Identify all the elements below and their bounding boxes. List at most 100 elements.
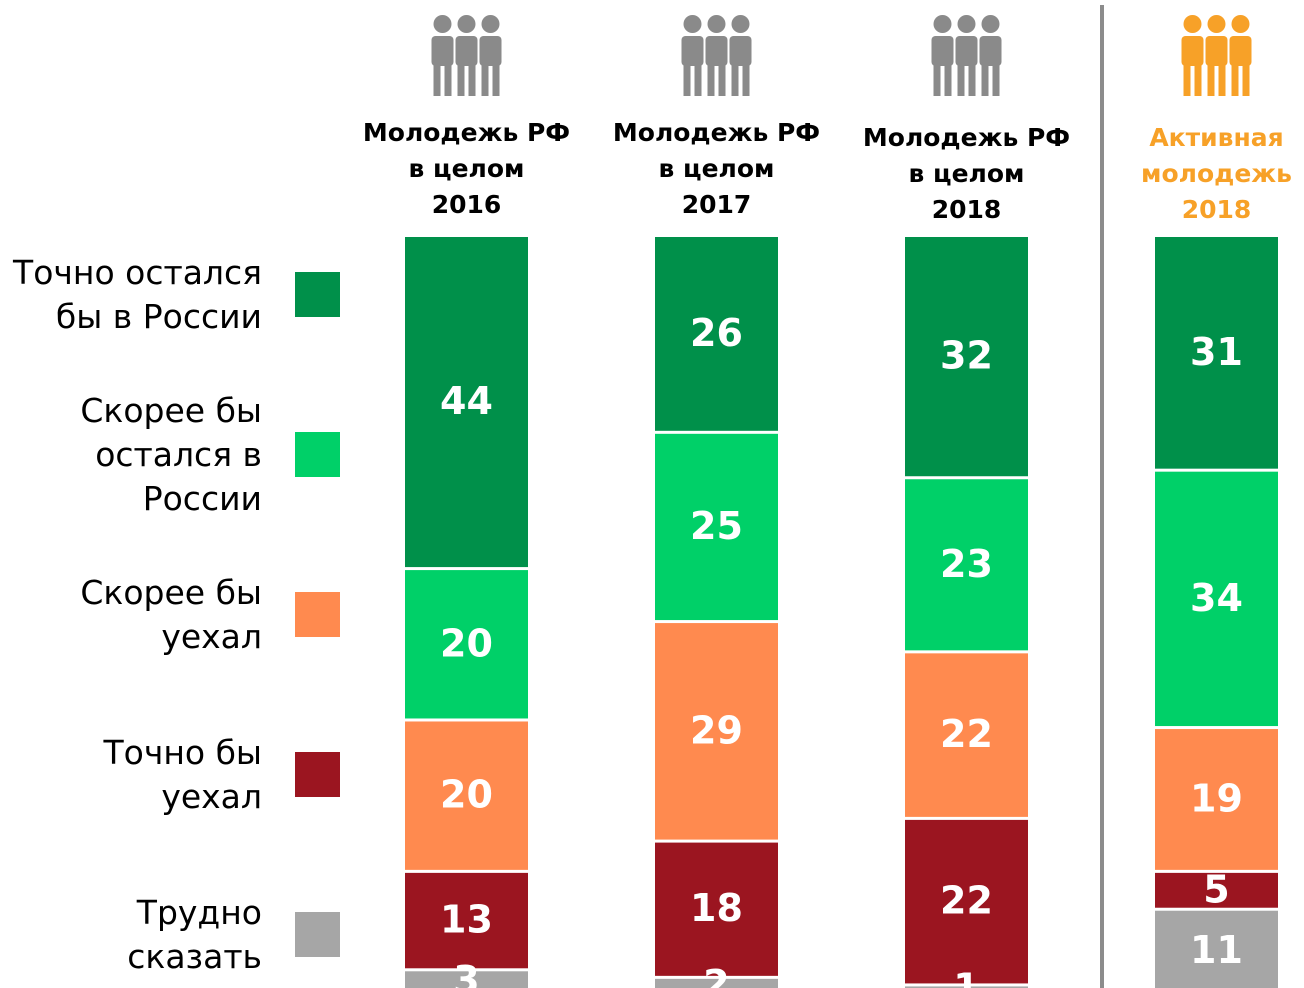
person-leg (981, 64, 989, 96)
value-label: 13 (440, 898, 493, 942)
legend-label: Точно бы уехал (103, 733, 262, 816)
person-leg (694, 64, 702, 96)
person-head (433, 15, 452, 33)
value-label: 22 (940, 879, 993, 923)
value-label: 20 (440, 773, 493, 817)
bar-segment (905, 237, 1028, 477)
person-leg (933, 64, 941, 96)
person-body (955, 36, 978, 66)
person-body (931, 36, 954, 66)
person-leg (742, 64, 750, 96)
person-head (933, 15, 952, 33)
person-leg (468, 64, 476, 96)
bar-segment (1155, 729, 1278, 870)
value-label: 20 (440, 621, 493, 665)
person-head (1207, 15, 1226, 33)
person-body (455, 36, 478, 66)
person-leg (481, 64, 489, 96)
value-label: 22 (940, 712, 993, 756)
person-leg (1207, 64, 1215, 96)
person-leg (707, 64, 715, 96)
person-head (1183, 15, 1202, 33)
bar-segment (655, 623, 778, 840)
person-leg (1183, 64, 1191, 96)
legend-label: Точно остался бы в России (13, 253, 262, 336)
person-leg (944, 64, 952, 96)
person-leg (433, 64, 441, 96)
people-icon (431, 15, 502, 96)
bar-segment (655, 842, 778, 976)
legend-label: Скорее бы остался в России (80, 391, 262, 518)
bar-segment (655, 433, 778, 621)
person-head (1231, 15, 1250, 33)
bar-segment (405, 872, 528, 969)
person-leg (731, 64, 739, 96)
legend-swatch (295, 592, 340, 637)
value-label: 5 (1203, 867, 1229, 911)
value-label: 19 (1190, 776, 1243, 820)
person-leg (992, 64, 1000, 96)
person-leg (957, 64, 965, 96)
person-body (1229, 36, 1252, 66)
bar-segment (905, 986, 1028, 988)
bar-segment (655, 978, 778, 988)
person-head (957, 15, 976, 33)
person-leg (718, 64, 726, 96)
bar-segment (405, 971, 528, 988)
value-label: 2 (703, 962, 729, 988)
person-leg (1218, 64, 1226, 96)
value-label: 31 (1190, 330, 1243, 374)
bar-segment (405, 570, 528, 719)
person-head (683, 15, 702, 33)
person-head (731, 15, 750, 33)
value-label: 11 (1190, 928, 1243, 972)
person-leg (492, 64, 500, 96)
value-label: 23 (940, 542, 993, 586)
person-leg (457, 64, 465, 96)
value-label: 1 (953, 966, 979, 988)
people-icon (681, 15, 752, 96)
legend-swatch (295, 272, 340, 317)
person-head (457, 15, 476, 33)
bar-segment (1155, 872, 1278, 908)
bar-segment (1155, 471, 1278, 727)
bar-segment (405, 721, 528, 870)
column-header: Молодежь РФ в целом 2017 (612, 118, 821, 219)
person-head (481, 15, 500, 33)
legend-swatch (295, 432, 340, 477)
value-label: 32 (940, 334, 993, 378)
person-body (431, 36, 454, 66)
value-label: 34 (1190, 576, 1243, 620)
person-body (979, 36, 1002, 66)
column-header: Молодежь РФ в целом 2018 (862, 123, 1071, 224)
bar-segment (905, 819, 1028, 984)
person-body (1181, 36, 1204, 66)
value-label: 44 (440, 379, 493, 423)
value-label: 26 (690, 311, 743, 355)
people-icon (931, 15, 1002, 96)
person-head (707, 15, 726, 33)
value-label: 18 (690, 886, 743, 930)
person-leg (1242, 64, 1250, 96)
value-label: 3 (453, 958, 479, 988)
person-leg (1194, 64, 1202, 96)
person-body (729, 36, 752, 66)
person-leg (1231, 64, 1239, 96)
legend-label: Трудно сказать (127, 893, 262, 976)
legend-swatch (295, 752, 340, 797)
person-leg (444, 64, 452, 96)
column-header: Молодежь РФ в целом 2016 (362, 118, 571, 219)
bar-segment (905, 653, 1028, 817)
bar-segment (1155, 237, 1278, 469)
legend-label: Скорее бы уехал (80, 573, 262, 656)
person-body (705, 36, 728, 66)
legend-swatch (295, 912, 340, 957)
person-leg (683, 64, 691, 96)
person-body (681, 36, 704, 66)
value-label: 25 (690, 504, 743, 548)
person-body (479, 36, 502, 66)
bar-segment (655, 237, 778, 431)
person-leg (968, 64, 976, 96)
